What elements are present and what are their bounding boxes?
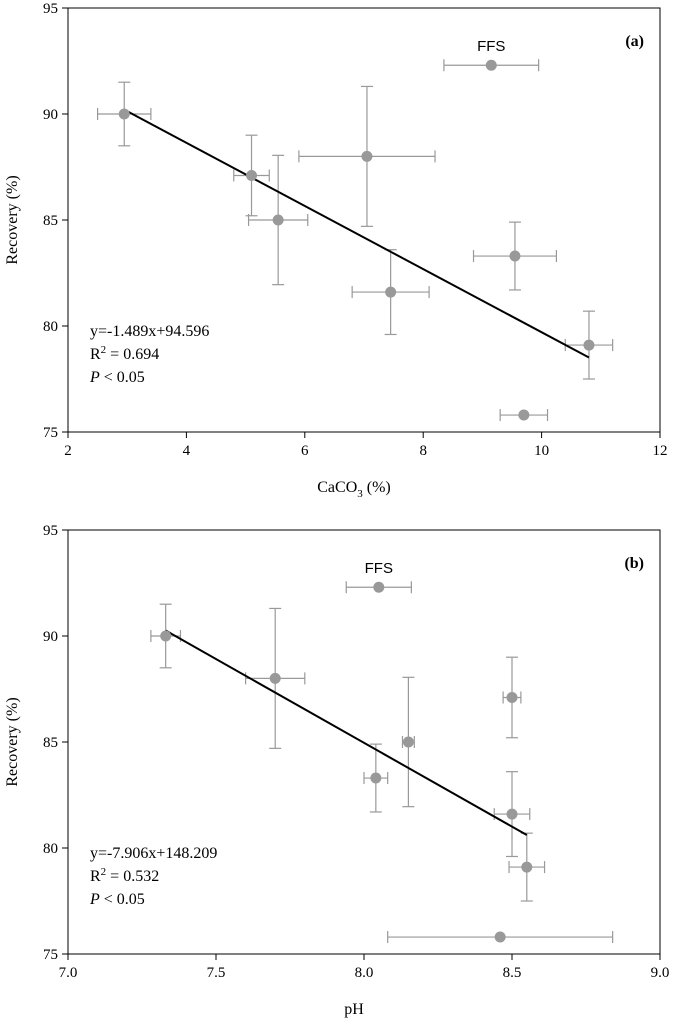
data-point [373, 581, 385, 593]
point-label-ffs: FFS [477, 38, 505, 55]
data-point [485, 59, 497, 71]
data-point [506, 808, 518, 820]
data-point [246, 169, 258, 181]
p-value-symbol: P [89, 891, 100, 908]
p-value: P < 0.05 [89, 891, 145, 908]
y-axis-title: Recovery (%) [4, 697, 21, 786]
y-tick-label: 90 [43, 629, 58, 645]
plot-frame [67, 7, 661, 433]
point-label-ffs: FFS [365, 560, 393, 577]
y-tick-label: 75 [43, 947, 58, 963]
data-point [361, 150, 373, 162]
y-tick-label: 85 [43, 735, 58, 751]
y-tick-label: 95 [43, 1, 58, 17]
data-point [269, 672, 281, 684]
r-squared-value: = 0.694 [106, 346, 159, 363]
panel-label: (b) [624, 555, 644, 572]
p-value-symbol: P [89, 369, 100, 386]
r-squared: R2 = 0.694 [90, 344, 159, 363]
y-tick-label: 80 [43, 841, 58, 857]
p-value: P < 0.05 [89, 369, 145, 386]
data-point [118, 108, 130, 120]
data-point [370, 772, 382, 784]
data-point [494, 931, 506, 943]
r-squared: R2 = 0.532 [90, 866, 159, 885]
x-tick-label: 2 [64, 443, 72, 459]
regression-equation: y=-1.489x+94.596 [90, 323, 209, 340]
x-axis-title-main: CaCO [317, 479, 357, 496]
panel-a: 2 4 6 8 10 12 75 80 85 90 95 CaCO3 (%) Recovery (%) (… [4, 1, 668, 500]
y-axis-title: Recovery (%) [4, 175, 21, 264]
y-tick-label: 85 [43, 213, 58, 229]
regression-equation: y=-7.906x+148.209 [90, 845, 217, 862]
p-value-text: < 0.05 [100, 369, 145, 386]
r-squared-superscript: 2 [101, 866, 107, 878]
p-value-text: < 0.05 [100, 891, 145, 908]
data-point [272, 214, 284, 226]
data-point [521, 861, 533, 873]
panel-label: (a) [625, 33, 644, 50]
x-tick-label: 12 [653, 443, 668, 459]
data-point [509, 250, 521, 262]
data-point [518, 409, 530, 421]
x-axis-title-subscript: 3 [357, 488, 363, 500]
x-axis-title: CaCO3 (%) [317, 479, 390, 500]
error-bar [233, 134, 270, 217]
x-tick-label: 8.0 [355, 965, 374, 981]
panel-b: 7.0 7.5 8.0 8.5 9.0 75 80 85 90 95 pH Recovery (%) (… [4, 523, 669, 1018]
data-point [385, 286, 397, 298]
y-tick-label: 80 [43, 319, 58, 335]
r-squared-symbol: R [90, 346, 101, 363]
x-tick-label: 8 [419, 443, 427, 459]
y-tick-label: 75 [43, 425, 58, 441]
r-squared-superscript: 2 [101, 344, 107, 356]
data-point [402, 736, 414, 748]
x-tick-label: 8.5 [503, 965, 522, 981]
y-tick-label: 90 [43, 107, 58, 123]
r-squared-symbol: R [90, 868, 101, 885]
x-tick-label: 7.5 [207, 965, 226, 981]
regression-line [165, 629, 528, 836]
x-tick-label: 4 [183, 443, 191, 459]
x-axis-title: pH [344, 1001, 364, 1018]
x-axis-title-suffix: (%) [363, 479, 391, 496]
data-point [506, 691, 518, 703]
x-tick-label: 10 [534, 443, 549, 459]
data-point [583, 339, 595, 351]
x-axis-title-main: pH [344, 1001, 364, 1018]
regression-line [123, 108, 590, 359]
x-tick-label: 6 [301, 443, 309, 459]
y-tick-label: 95 [43, 523, 58, 539]
x-tick-label: 9.0 [651, 965, 670, 981]
error-bar [363, 743, 389, 813]
data-point [160, 630, 172, 642]
r-squared-value: = 0.532 [106, 868, 159, 885]
x-tick-label: 7.0 [59, 965, 78, 981]
